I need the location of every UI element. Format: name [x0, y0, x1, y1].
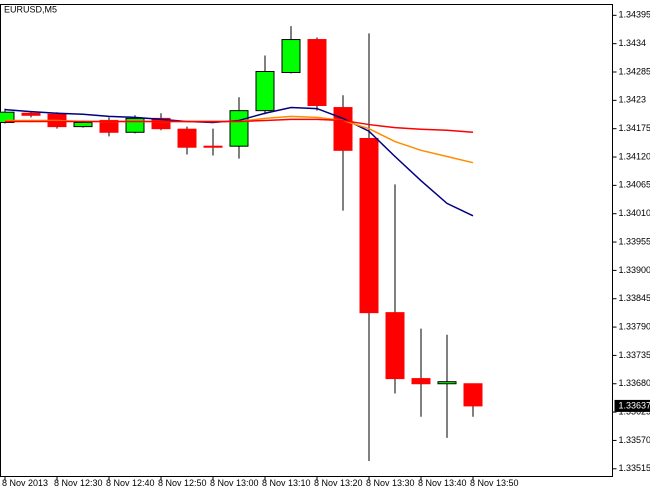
- y-tick-label: 1.34175: [619, 123, 650, 133]
- candle-body: [21, 112, 41, 116]
- candle-body: [177, 128, 197, 148]
- y-tick-label: 1.3434: [619, 38, 647, 48]
- x-tick-label: 8 Nov 12:30: [54, 478, 103, 488]
- candle-body: [411, 378, 431, 385]
- candle-body: [437, 381, 457, 385]
- candle-body: [281, 39, 301, 74]
- y-tick-label: 1.33570: [619, 435, 650, 445]
- candle-body: [333, 107, 353, 151]
- y-tick-label: 1.33900: [619, 265, 650, 275]
- candle-body: [255, 70, 275, 112]
- x-tick-label: 8 Nov 12:50: [158, 478, 207, 488]
- candle-body: [99, 119, 119, 133]
- moving-average-line: [5, 118, 474, 134]
- y-tick-label: 1.33735: [619, 350, 650, 360]
- last-price-label: 1.33637: [619, 400, 650, 410]
- candle-body: [125, 117, 145, 133]
- y-tick-label: 1.33680: [619, 378, 650, 388]
- chart-title: EURUSD,M5: [4, 4, 57, 14]
- y-tick-label: 1.34065: [619, 180, 650, 190]
- x-tick-label: 8 Nov 13:20: [314, 478, 363, 488]
- y-tick-label: 1.33515: [619, 463, 650, 473]
- candle-body: [0, 111, 15, 123]
- x-tick-label: 8 Nov 13:50: [470, 478, 519, 488]
- x-tick-label: 8 Nov 13:00: [210, 478, 259, 488]
- candle-body: [203, 145, 223, 148]
- candle-body: [385, 312, 405, 380]
- candle-body: [307, 39, 327, 106]
- moving-average-line: [4, 106, 474, 217]
- x-tick-label: 8 Nov 13:30: [366, 478, 415, 488]
- candle-body: [229, 110, 249, 147]
- x-tick-label: 8 Nov 2013: [2, 478, 48, 488]
- y-tick-label: 1.34010: [619, 208, 650, 218]
- x-tick-label: 8 Nov 12:40: [106, 478, 155, 488]
- y-tick-label: 1.33845: [619, 293, 650, 303]
- y-tick-label: 1.34120: [619, 151, 650, 161]
- y-tick-label: 1.33790: [619, 321, 650, 331]
- y-tick-label: 1.33955: [619, 236, 650, 246]
- candle-body: [151, 117, 171, 130]
- y-tick-label: 1.34395: [619, 10, 650, 20]
- y-tick-label: 1.34285: [619, 66, 650, 76]
- candle-body: [73, 122, 93, 128]
- x-tick-label: 8 Nov 13:10: [262, 478, 311, 488]
- plot-frame: [0, 4, 613, 477]
- y-tick-label: 1.3423: [619, 95, 647, 105]
- candle-body: [463, 383, 483, 407]
- x-tick-label: 8 Nov 13:40: [418, 478, 467, 488]
- candle-body: [359, 137, 379, 314]
- last-price-box: [614, 399, 650, 412]
